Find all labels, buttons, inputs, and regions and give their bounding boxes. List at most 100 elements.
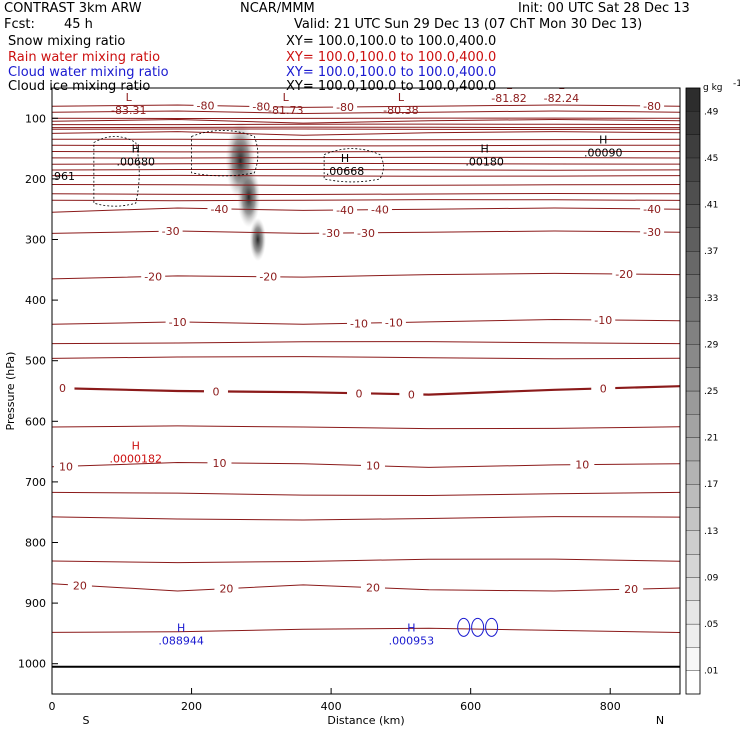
contour-label-0-2: -80 <box>336 101 354 114</box>
temp-contour-0 <box>52 104 680 108</box>
isotherm-line-15 <box>52 356 680 360</box>
contour-label-5-3: -30 <box>643 226 661 239</box>
contour-label-bg <box>207 456 232 469</box>
isotherm-line-2 <box>52 126 680 129</box>
x-tick-label-600: 600 <box>460 700 481 713</box>
init-time: Init: 00 UTC Sat 28 Dec 13 <box>518 1 690 16</box>
y-tick-label-600: 600 <box>25 415 46 428</box>
contour-label-bg <box>193 99 218 112</box>
colorbar-segment-8 <box>685 484 701 508</box>
isotherm-line-3 <box>52 128 680 131</box>
cloud-water-contour-0 <box>457 617 471 637</box>
colorbar-label-3: .13 <box>704 527 718 537</box>
isotherm-line-8 <box>52 162 680 165</box>
cloud-ice-outline-2 <box>323 148 384 183</box>
isotherm-line-7 <box>52 156 680 159</box>
contour-label-6-2: -20 <box>615 268 633 281</box>
contour-label-0-3: -80 <box>643 100 661 113</box>
x-end-label-north: N <box>656 714 664 727</box>
field-xy-rain: XY= 100.0,100.0 to 100.0,400.0 <box>286 50 497 65</box>
extremum-marker-3: L <box>506 79 513 92</box>
colorbar-segment-23 <box>685 134 701 159</box>
contour-label-4-3: -40 <box>643 203 661 216</box>
colorbar-label-1: .05 <box>704 620 718 630</box>
contour-label-4-0: -40 <box>210 203 228 216</box>
contour-label-4-1: -40 <box>336 204 354 217</box>
colorbar-segment-15 <box>685 320 701 345</box>
contour-label-0-1: -80 <box>252 101 270 114</box>
contour-label-bg <box>360 459 385 472</box>
extremum-marker-2: L <box>398 91 405 104</box>
contour-label-bg <box>256 270 281 283</box>
y-tick-label-1000: 1000 <box>18 658 46 671</box>
contour-label-8-0: 0 <box>59 382 66 395</box>
temp-contour-1 <box>52 110 680 115</box>
colorbar-segment-14 <box>685 344 701 368</box>
extremum-value-5: .00680 <box>116 156 155 169</box>
colorbar-segment-12 <box>685 390 701 415</box>
contour-label-4-2: -40 <box>371 204 389 217</box>
contour-label-bg <box>640 99 665 112</box>
contour-label-bg <box>333 204 358 217</box>
contour-label-9-1: 10 <box>212 457 226 470</box>
contour-label-10-2: 20 <box>366 582 380 595</box>
contour-label-bg <box>214 582 239 595</box>
contour-label-bg <box>203 385 228 398</box>
contour-label-bg <box>640 202 665 215</box>
contour-label-bg <box>347 387 372 400</box>
temp-contour-4 <box>52 207 680 213</box>
contour-label-bg <box>591 313 616 326</box>
extremum-value-4: -82.24 <box>544 92 579 105</box>
isotherm-line-17 <box>52 491 680 497</box>
colorbar-frame <box>685 87 701 695</box>
extremum-marker-0: L <box>126 91 133 104</box>
contour-label-6-0: -20 <box>144 270 162 283</box>
contour-label-bg <box>52 382 75 395</box>
forecast-label: Fcst: <box>4 17 35 32</box>
colorbar-segment-25 <box>685 87 701 112</box>
x-axis-label: Distance (km) <box>327 714 404 727</box>
org-title: NCAR/MMM <box>240 1 315 16</box>
left-edge-label: 961 <box>54 170 75 183</box>
x-end-label-south: S <box>83 714 90 727</box>
contour-label-bg <box>360 581 385 594</box>
contour-label-bg <box>367 203 392 216</box>
x-tick-label-400: 400 <box>321 700 342 713</box>
isotherm-line-10 <box>52 174 680 177</box>
isotherm-line-19 <box>52 558 680 564</box>
contour-label-bg <box>381 316 406 329</box>
y-tick-label-200: 200 <box>25 173 46 186</box>
colorbar-segment-6 <box>685 530 701 555</box>
contour-label-bg <box>399 388 424 401</box>
temp-contour-2 <box>52 118 680 124</box>
colorbar-label-10: .41 <box>704 201 718 211</box>
valid-time: Valid: 21 UTC Sun 29 Dec 13 (07 ChT Mon … <box>294 17 643 32</box>
isotherm-line-5 <box>52 144 680 147</box>
contour-label-bg <box>207 202 232 215</box>
colorbar-segment-11 <box>685 414 701 438</box>
colorbar-segment-17 <box>685 274 701 298</box>
colorbar-segment-22 <box>685 157 701 182</box>
contour-label-bg <box>612 268 637 281</box>
colorbar-segment-19 <box>685 227 701 252</box>
colorbar-segment-21 <box>685 181 701 205</box>
colorbar-segment-20 <box>685 204 701 228</box>
contour-label-10-1: 20 <box>219 583 233 596</box>
contour-label-7-2: -10 <box>385 317 403 330</box>
isotherm-line-9 <box>52 168 680 171</box>
contour-label-10-3: 20 <box>624 583 638 596</box>
colorbar-label-7: .29 <box>704 340 719 350</box>
extremum-value-8: .00090 <box>584 147 623 160</box>
extremum-value-7: .00180 <box>465 156 504 169</box>
isotherm-line-13 <box>52 199 680 202</box>
x-tick-label-200: 200 <box>181 700 202 713</box>
extremum-marker-11: H <box>407 621 415 634</box>
contour-label-bg <box>319 227 344 240</box>
colorbar-label-4: .17 <box>704 480 718 490</box>
field-xy-cloud-ice: XY= 100.0,100.0 to 100.0,400.0 <box>286 79 497 94</box>
contour-label-bg <box>67 579 92 592</box>
contour-label-bg <box>619 583 644 596</box>
colorbar-label-9: .37 <box>704 247 718 257</box>
contour-label-bg <box>570 458 595 471</box>
contour-label-8-2: 0 <box>356 387 363 400</box>
